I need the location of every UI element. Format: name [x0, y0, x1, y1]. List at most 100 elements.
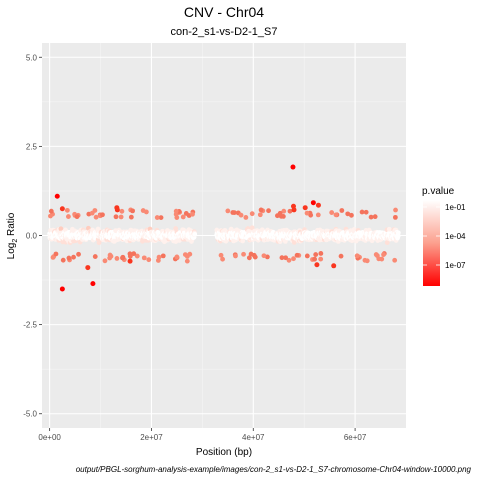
data-point	[173, 208, 179, 214]
data-point	[345, 211, 351, 217]
data-point	[279, 255, 285, 261]
outlier-point	[59, 206, 65, 212]
data-point	[395, 230, 401, 236]
outlier-point	[54, 193, 60, 199]
outlier-point	[290, 164, 296, 170]
data-point	[359, 209, 365, 215]
data-point	[318, 251, 324, 256]
data-point	[384, 240, 390, 246]
data-point	[93, 214, 99, 220]
data-point	[225, 208, 231, 214]
data-point	[53, 251, 59, 257]
data-point	[134, 253, 140, 259]
data-point	[266, 208, 271, 214]
outlier-point	[59, 286, 65, 292]
data-point	[304, 210, 310, 216]
data-point	[131, 251, 137, 257]
x-axis-title: Position (bp)	[196, 447, 252, 458]
data-point	[66, 255, 72, 261]
data-point	[128, 214, 134, 220]
outlier-point	[310, 200, 316, 206]
legend: p.value 1e-01 1e-04 1e-07	[422, 186, 466, 286]
y-axis-title: Log2 Ratio	[6, 212, 19, 259]
data-point	[180, 214, 186, 220]
data-point	[71, 254, 76, 260]
legend-colorbar	[423, 200, 440, 286]
outlier-point	[85, 265, 91, 271]
data-point	[368, 214, 374, 220]
data-point	[130, 208, 136, 214]
data-point	[351, 227, 357, 232]
data-point	[48, 208, 54, 214]
data-point	[182, 252, 188, 257]
x-tick-label: 6e+07	[344, 433, 367, 442]
data-point	[339, 208, 345, 213]
data-point	[386, 226, 392, 232]
data-point	[108, 253, 114, 259]
data-point	[315, 212, 321, 218]
data-point	[362, 257, 368, 263]
data-point	[74, 214, 80, 220]
data-point	[143, 209, 149, 215]
data-point	[230, 210, 236, 215]
outlier-point	[314, 262, 320, 268]
data-point	[392, 214, 398, 220]
data-point	[252, 254, 258, 260]
data-point	[113, 214, 119, 220]
y-tick-label: 5.0	[26, 53, 38, 62]
y-tick-label: 0.0	[26, 232, 38, 241]
data-point	[373, 252, 379, 257]
x-tick-label: 0e+00	[38, 433, 61, 442]
data-point	[318, 256, 324, 262]
data-point	[283, 255, 289, 261]
data-point	[220, 256, 225, 262]
data-point	[120, 254, 126, 260]
data-point	[114, 256, 120, 261]
data-point	[287, 208, 293, 214]
data-point	[349, 212, 354, 218]
data-point	[100, 212, 105, 218]
data-point	[249, 211, 255, 217]
data-point	[60, 257, 66, 263]
data-point	[241, 251, 246, 257]
data-point	[58, 226, 64, 232]
data-point	[127, 253, 133, 259]
y-axis-title-main: Log	[6, 243, 17, 260]
outlier-point	[114, 207, 120, 213]
x-tick-label: 2e+07	[140, 433, 163, 442]
data-point	[258, 207, 264, 213]
outlier-point	[291, 207, 297, 213]
data-point	[154, 215, 160, 220]
data-point	[146, 257, 152, 263]
data-point	[257, 212, 263, 218]
data-point	[184, 258, 190, 264]
y-axis-title-subscript: 2	[12, 239, 19, 243]
data-point	[76, 251, 81, 257]
data-point	[246, 255, 252, 261]
data-point	[92, 254, 98, 259]
legend-label: 1e-04	[445, 232, 466, 241]
data-point	[248, 251, 254, 257]
data-point	[278, 213, 284, 219]
data-point	[243, 215, 249, 220]
data-point	[48, 213, 53, 219]
legend-label: 1e-01	[445, 203, 466, 212]
data-point	[89, 210, 95, 216]
legend-title: p.value	[422, 186, 455, 197]
data-point	[160, 253, 166, 259]
chart-title: CNV - Chr04	[184, 4, 264, 20]
y-tick-label: -2.5	[23, 321, 37, 330]
legend-label: 1e-07	[445, 261, 466, 270]
data-point	[372, 214, 378, 220]
data-point	[312, 256, 318, 262]
outlier-point	[331, 263, 337, 269]
outlier-point	[302, 205, 308, 211]
data-point	[190, 211, 195, 217]
outlier-point	[127, 258, 133, 264]
data-point	[333, 212, 339, 218]
data-point	[291, 239, 297, 245]
data-point	[338, 253, 344, 259]
data-point	[238, 212, 244, 218]
data-point	[392, 257, 398, 263]
